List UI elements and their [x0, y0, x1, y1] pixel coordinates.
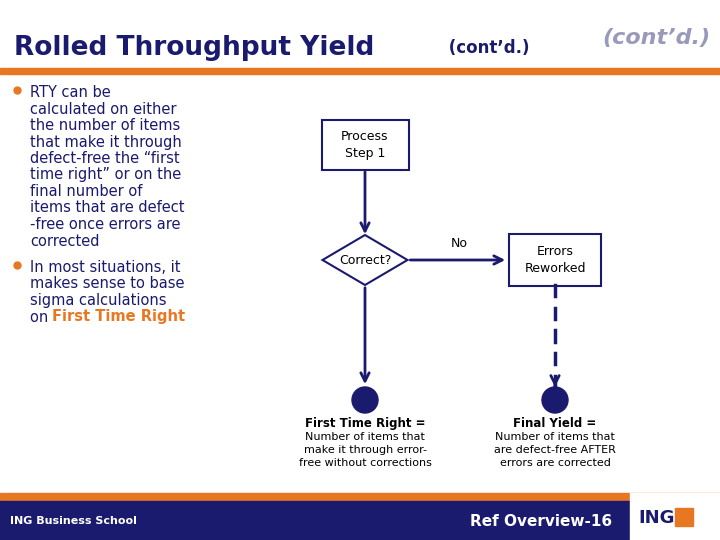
- Circle shape: [352, 387, 378, 413]
- Text: makes sense to base: makes sense to base: [30, 276, 184, 292]
- Bar: [675, 508, 693, 526]
- Text: Rolled Throughput Yield: Rolled Throughput Yield: [14, 35, 374, 61]
- Bar: [0, 493, 720, 501]
- Text: on: on: [30, 309, 53, 325]
- Text: RTY can be: RTY can be: [30, 85, 111, 100]
- FancyBboxPatch shape: [322, 120, 408, 170]
- Text: (cont’d.): (cont’d.): [602, 28, 710, 48]
- Text: First Time Right: First Time Right: [52, 309, 185, 325]
- Text: First Time Right =: First Time Right =: [305, 417, 426, 430]
- Text: calculated on either: calculated on either: [30, 102, 176, 117]
- Polygon shape: [323, 235, 408, 285]
- Text: time right” or on the: time right” or on the: [30, 167, 181, 183]
- Text: the number of items: the number of items: [30, 118, 180, 133]
- Text: that make it through: that make it through: [30, 134, 181, 150]
- Bar: [0, 68, 720, 74]
- Text: Ref Overview-16: Ref Overview-16: [470, 514, 612, 529]
- Bar: [630, 493, 720, 540]
- Text: ING Business School: ING Business School: [10, 516, 137, 526]
- Text: ING: ING: [638, 509, 675, 527]
- Circle shape: [542, 387, 568, 413]
- Text: Number of items that
are defect-free AFTER
errors are corrected: Number of items that are defect-free AFT…: [494, 432, 616, 468]
- Text: Correct?: Correct?: [339, 253, 391, 267]
- Text: items that are defect: items that are defect: [30, 200, 184, 215]
- FancyBboxPatch shape: [509, 234, 601, 286]
- Text: -free once errors are: -free once errors are: [30, 217, 181, 232]
- Text: sigma calculations: sigma calculations: [30, 293, 166, 308]
- Text: (cont’d.): (cont’d.): [443, 39, 529, 57]
- Text: Errors
Reworked: Errors Reworked: [524, 245, 586, 275]
- Bar: [0, 501, 630, 540]
- Text: corrected: corrected: [30, 233, 99, 248]
- Text: defect-free the “first: defect-free the “first: [30, 151, 179, 166]
- Text: In most situations, it: In most situations, it: [30, 260, 181, 275]
- Text: Process
Step 1: Process Step 1: [341, 130, 389, 160]
- Text: Number of items that
make it through error-
free without corrections: Number of items that make it through err…: [299, 432, 431, 468]
- Text: Final Yield =: Final Yield =: [513, 417, 597, 430]
- Text: final number of: final number of: [30, 184, 143, 199]
- Text: No: No: [450, 237, 467, 250]
